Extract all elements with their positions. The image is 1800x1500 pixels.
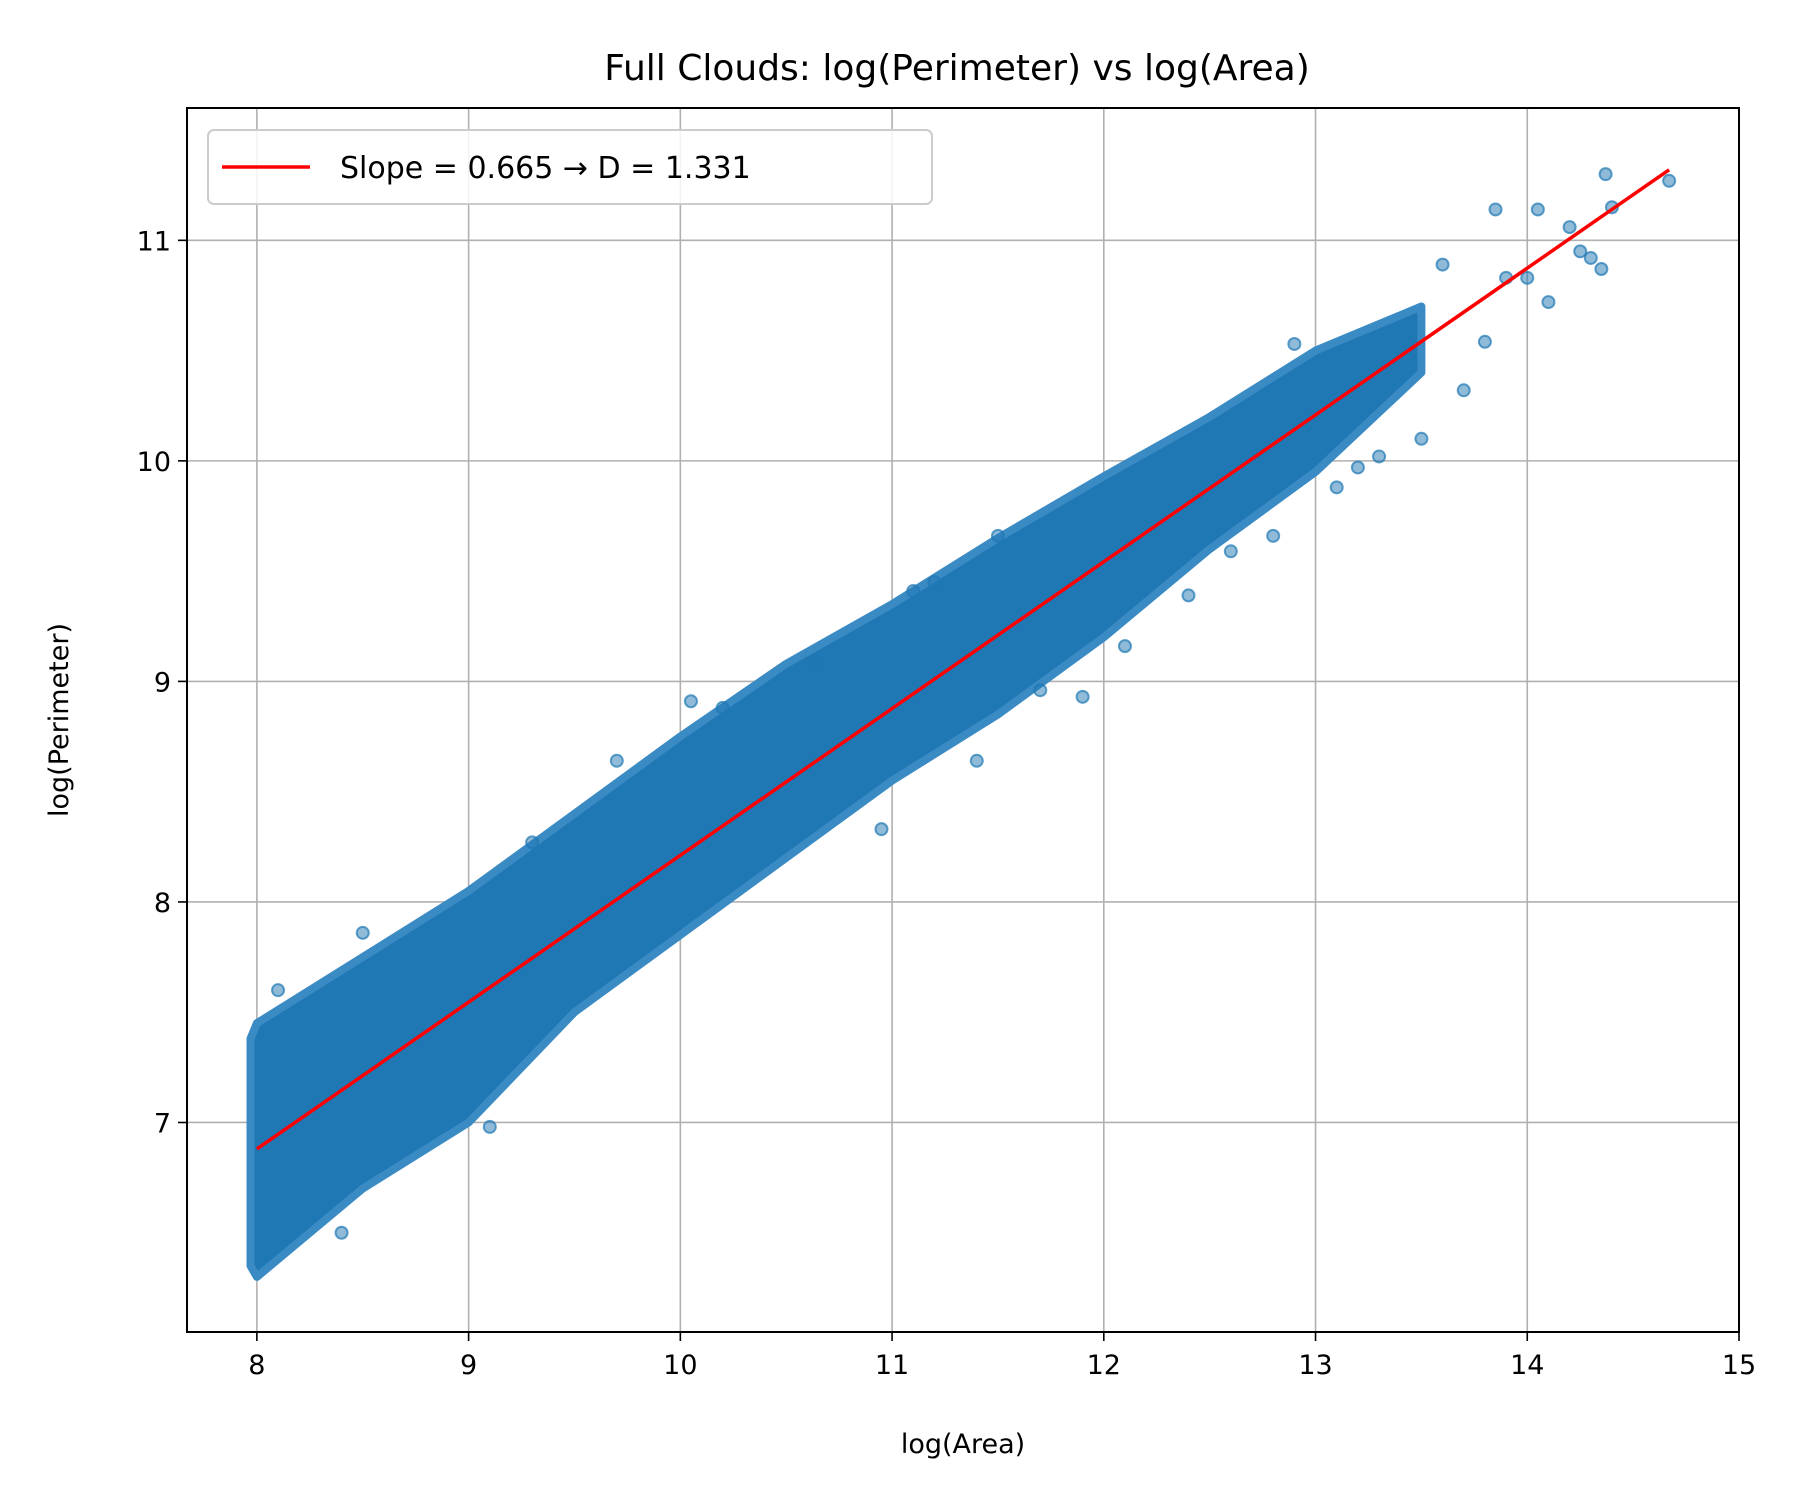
- scatter-point: [1075, 689, 1090, 704]
- scatter-point: [1435, 257, 1450, 272]
- scatter-point: [1350, 460, 1365, 475]
- scatter-point: [1414, 431, 1429, 446]
- scatter-point: [1181, 588, 1196, 603]
- x-tick-label: 9: [460, 1350, 477, 1381]
- scatter-point: [906, 583, 921, 598]
- scatter-point: [990, 528, 1005, 543]
- scatter-point: [874, 822, 889, 837]
- x-tick-label: 14: [1510, 1350, 1544, 1381]
- scatter-point: [1662, 173, 1677, 188]
- scatter-point: [1488, 202, 1503, 217]
- scatter-point-cloud: [246, 302, 1426, 1281]
- scatter-point: [271, 983, 286, 998]
- x-axis-title: log(Area): [901, 1429, 1025, 1460]
- scatter-point: [355, 925, 370, 940]
- scatter-point: [1266, 528, 1281, 543]
- axis-ticks: 8 9 10 11 12 13 14 15 7 8 9 10 11: [137, 226, 1757, 1381]
- scatter-point: [1573, 244, 1588, 259]
- y-axis-title: log(Perimeter): [44, 623, 75, 817]
- scatter-point: [1033, 683, 1048, 698]
- y-tick-label: 7: [154, 1108, 171, 1139]
- scatter-point: [1223, 544, 1238, 559]
- x-tick-label: 12: [1087, 1350, 1121, 1381]
- scatter-point: [1541, 295, 1556, 310]
- scatter-point: [525, 835, 540, 850]
- scatter-point: [969, 753, 984, 768]
- scatter-point: [1329, 480, 1344, 495]
- legend: Slope = 0.665 → D = 1.331: [207, 129, 933, 205]
- scatter-point: [1117, 639, 1132, 654]
- scatter-point: [482, 1119, 497, 1134]
- legend-label: Slope = 0.665 → D = 1.331: [340, 151, 751, 186]
- scatter-point: [1562, 220, 1577, 235]
- scatter-point: [1583, 250, 1598, 265]
- scatter-point: [683, 694, 698, 709]
- fit-line-layer: [255, 168, 1671, 1151]
- scatter-point: [1530, 202, 1545, 217]
- scatter-point: [1477, 334, 1492, 349]
- scatter-point: [715, 700, 730, 715]
- scatter-point: [1520, 270, 1535, 285]
- plot-frame: [186, 107, 1740, 1333]
- scatter-points: [246, 302, 1426, 1281]
- scatter-point: [1372, 449, 1387, 464]
- scatter-point: [334, 1225, 349, 1240]
- y-tick-label: 10: [137, 447, 171, 478]
- scatter-point: [1456, 383, 1471, 398]
- x-tick-label: 10: [663, 1350, 697, 1381]
- y-tick-label: 9: [154, 667, 171, 698]
- y-tick-label: 11: [137, 226, 171, 257]
- x-tick-label: 11: [875, 1350, 909, 1381]
- x-tick-label: 8: [248, 1350, 265, 1381]
- x-tick-label: 13: [1298, 1350, 1332, 1381]
- x-tick-label: 15: [1722, 1350, 1756, 1381]
- y-tick-label: 8: [154, 888, 171, 919]
- chart-title: Full Clouds: log(Perimeter) vs log(Area): [604, 48, 1310, 89]
- scatter-point: [1598, 167, 1613, 182]
- scatter-point: [609, 753, 624, 768]
- scatter-point: [1287, 336, 1302, 351]
- scatter-point: [810, 654, 825, 669]
- scatter-point: [927, 575, 942, 590]
- scatter-outliers: [271, 167, 1677, 1240]
- fit-line: [255, 168, 1671, 1151]
- legend-box: [207, 129, 933, 205]
- scatter-point: [1594, 261, 1609, 276]
